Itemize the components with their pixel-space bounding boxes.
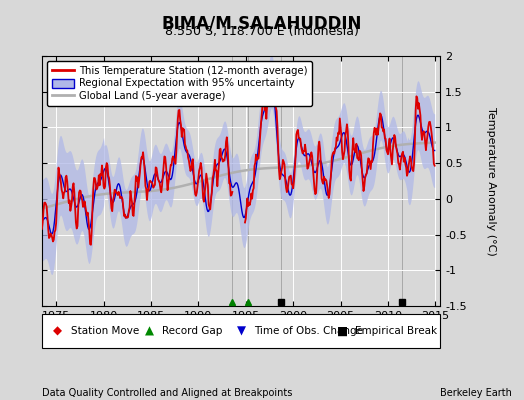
- Y-axis label: Temperature Anomaly (°C): Temperature Anomaly (°C): [486, 107, 496, 255]
- Text: Data Quality Controlled and Aligned at Breakpoints: Data Quality Controlled and Aligned at B…: [42, 388, 292, 398]
- Text: BIMA/M.SALAHUDDIN: BIMA/M.SALAHUDDIN: [162, 14, 362, 32]
- Text: Station Move: Station Move: [71, 326, 139, 336]
- FancyBboxPatch shape: [42, 314, 440, 348]
- Text: Empirical Break: Empirical Break: [355, 326, 438, 336]
- Text: ▲: ▲: [145, 324, 154, 338]
- Text: Berkeley Earth: Berkeley Earth: [440, 388, 512, 398]
- Text: ◆: ◆: [53, 324, 62, 338]
- Text: Time of Obs. Change: Time of Obs. Change: [254, 326, 363, 336]
- Text: 8.550 S, 118.700 E (Indonesia): 8.550 S, 118.700 E (Indonesia): [165, 25, 359, 38]
- Legend: This Temperature Station (12-month average), Regional Expectation with 95% uncer: This Temperature Station (12-month avera…: [47, 61, 312, 106]
- Text: ▼: ▼: [236, 324, 246, 338]
- Text: ■: ■: [337, 324, 348, 338]
- Text: Record Gap: Record Gap: [162, 326, 223, 336]
